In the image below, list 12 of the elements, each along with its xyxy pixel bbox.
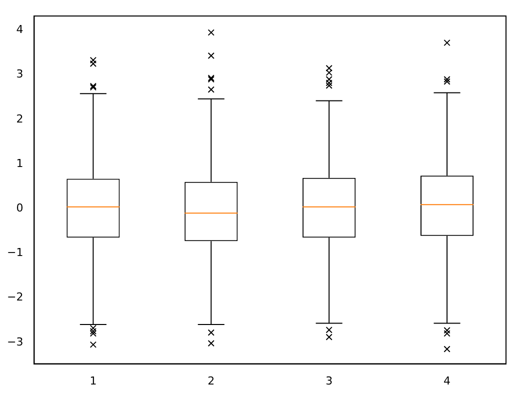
x-tick-label: 3: [326, 374, 333, 388]
y-tick-label: −1: [6, 246, 24, 260]
x-tick-label: 4: [444, 374, 451, 388]
y-tick-label: 4: [16, 23, 24, 36]
y-tick-label: 2: [16, 112, 24, 126]
y-tick-label: 0: [16, 201, 24, 214]
y-tick-label: 1: [16, 156, 24, 170]
y-tick-label: 3: [16, 68, 24, 81]
x-tick-label: 1: [90, 374, 97, 388]
y-tick-label: −2: [6, 290, 24, 304]
y-tick-label: −3: [6, 335, 24, 348]
x-tick-label: 2: [208, 374, 215, 388]
